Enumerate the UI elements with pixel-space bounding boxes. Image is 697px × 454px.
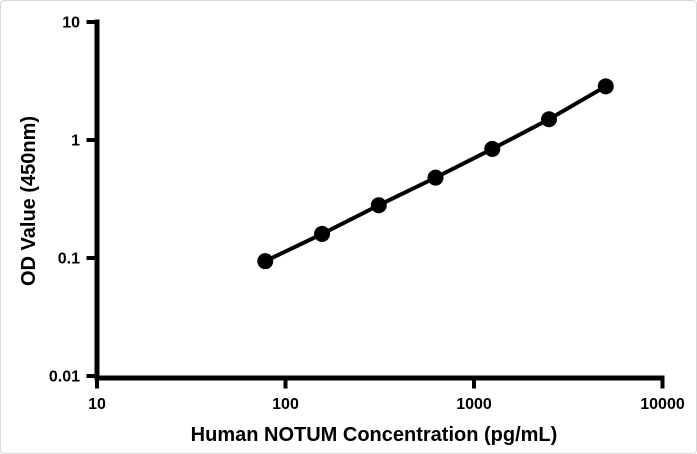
- x-tick-label: 10000: [640, 396, 685, 413]
- data-point: [314, 225, 331, 242]
- y-axis-label: OD Value (450nm): [18, 116, 40, 286]
- axis-ticks: 10 100 1000 10000 10 1 0.1 0.01: [49, 15, 685, 414]
- data-series: [257, 78, 614, 270]
- x-axis-label: Human NOTUM Concentration (pg/mL): [191, 424, 558, 446]
- y-tick-label: 10: [62, 15, 80, 32]
- y-tick-label: 0.1: [58, 251, 80, 268]
- data-point: [541, 111, 558, 128]
- y-tick-label: 1: [71, 133, 80, 150]
- data-point: [597, 78, 614, 95]
- x-tick-label: 10: [88, 396, 106, 413]
- x-tick-label: 100: [272, 396, 299, 413]
- data-point: [484, 140, 501, 157]
- x-tick-label: 1000: [456, 396, 492, 413]
- data-point: [370, 197, 387, 214]
- y-tick-label: 0.01: [49, 369, 80, 386]
- axes: [94, 19, 665, 381]
- data-point: [427, 169, 444, 186]
- data-point: [257, 253, 274, 270]
